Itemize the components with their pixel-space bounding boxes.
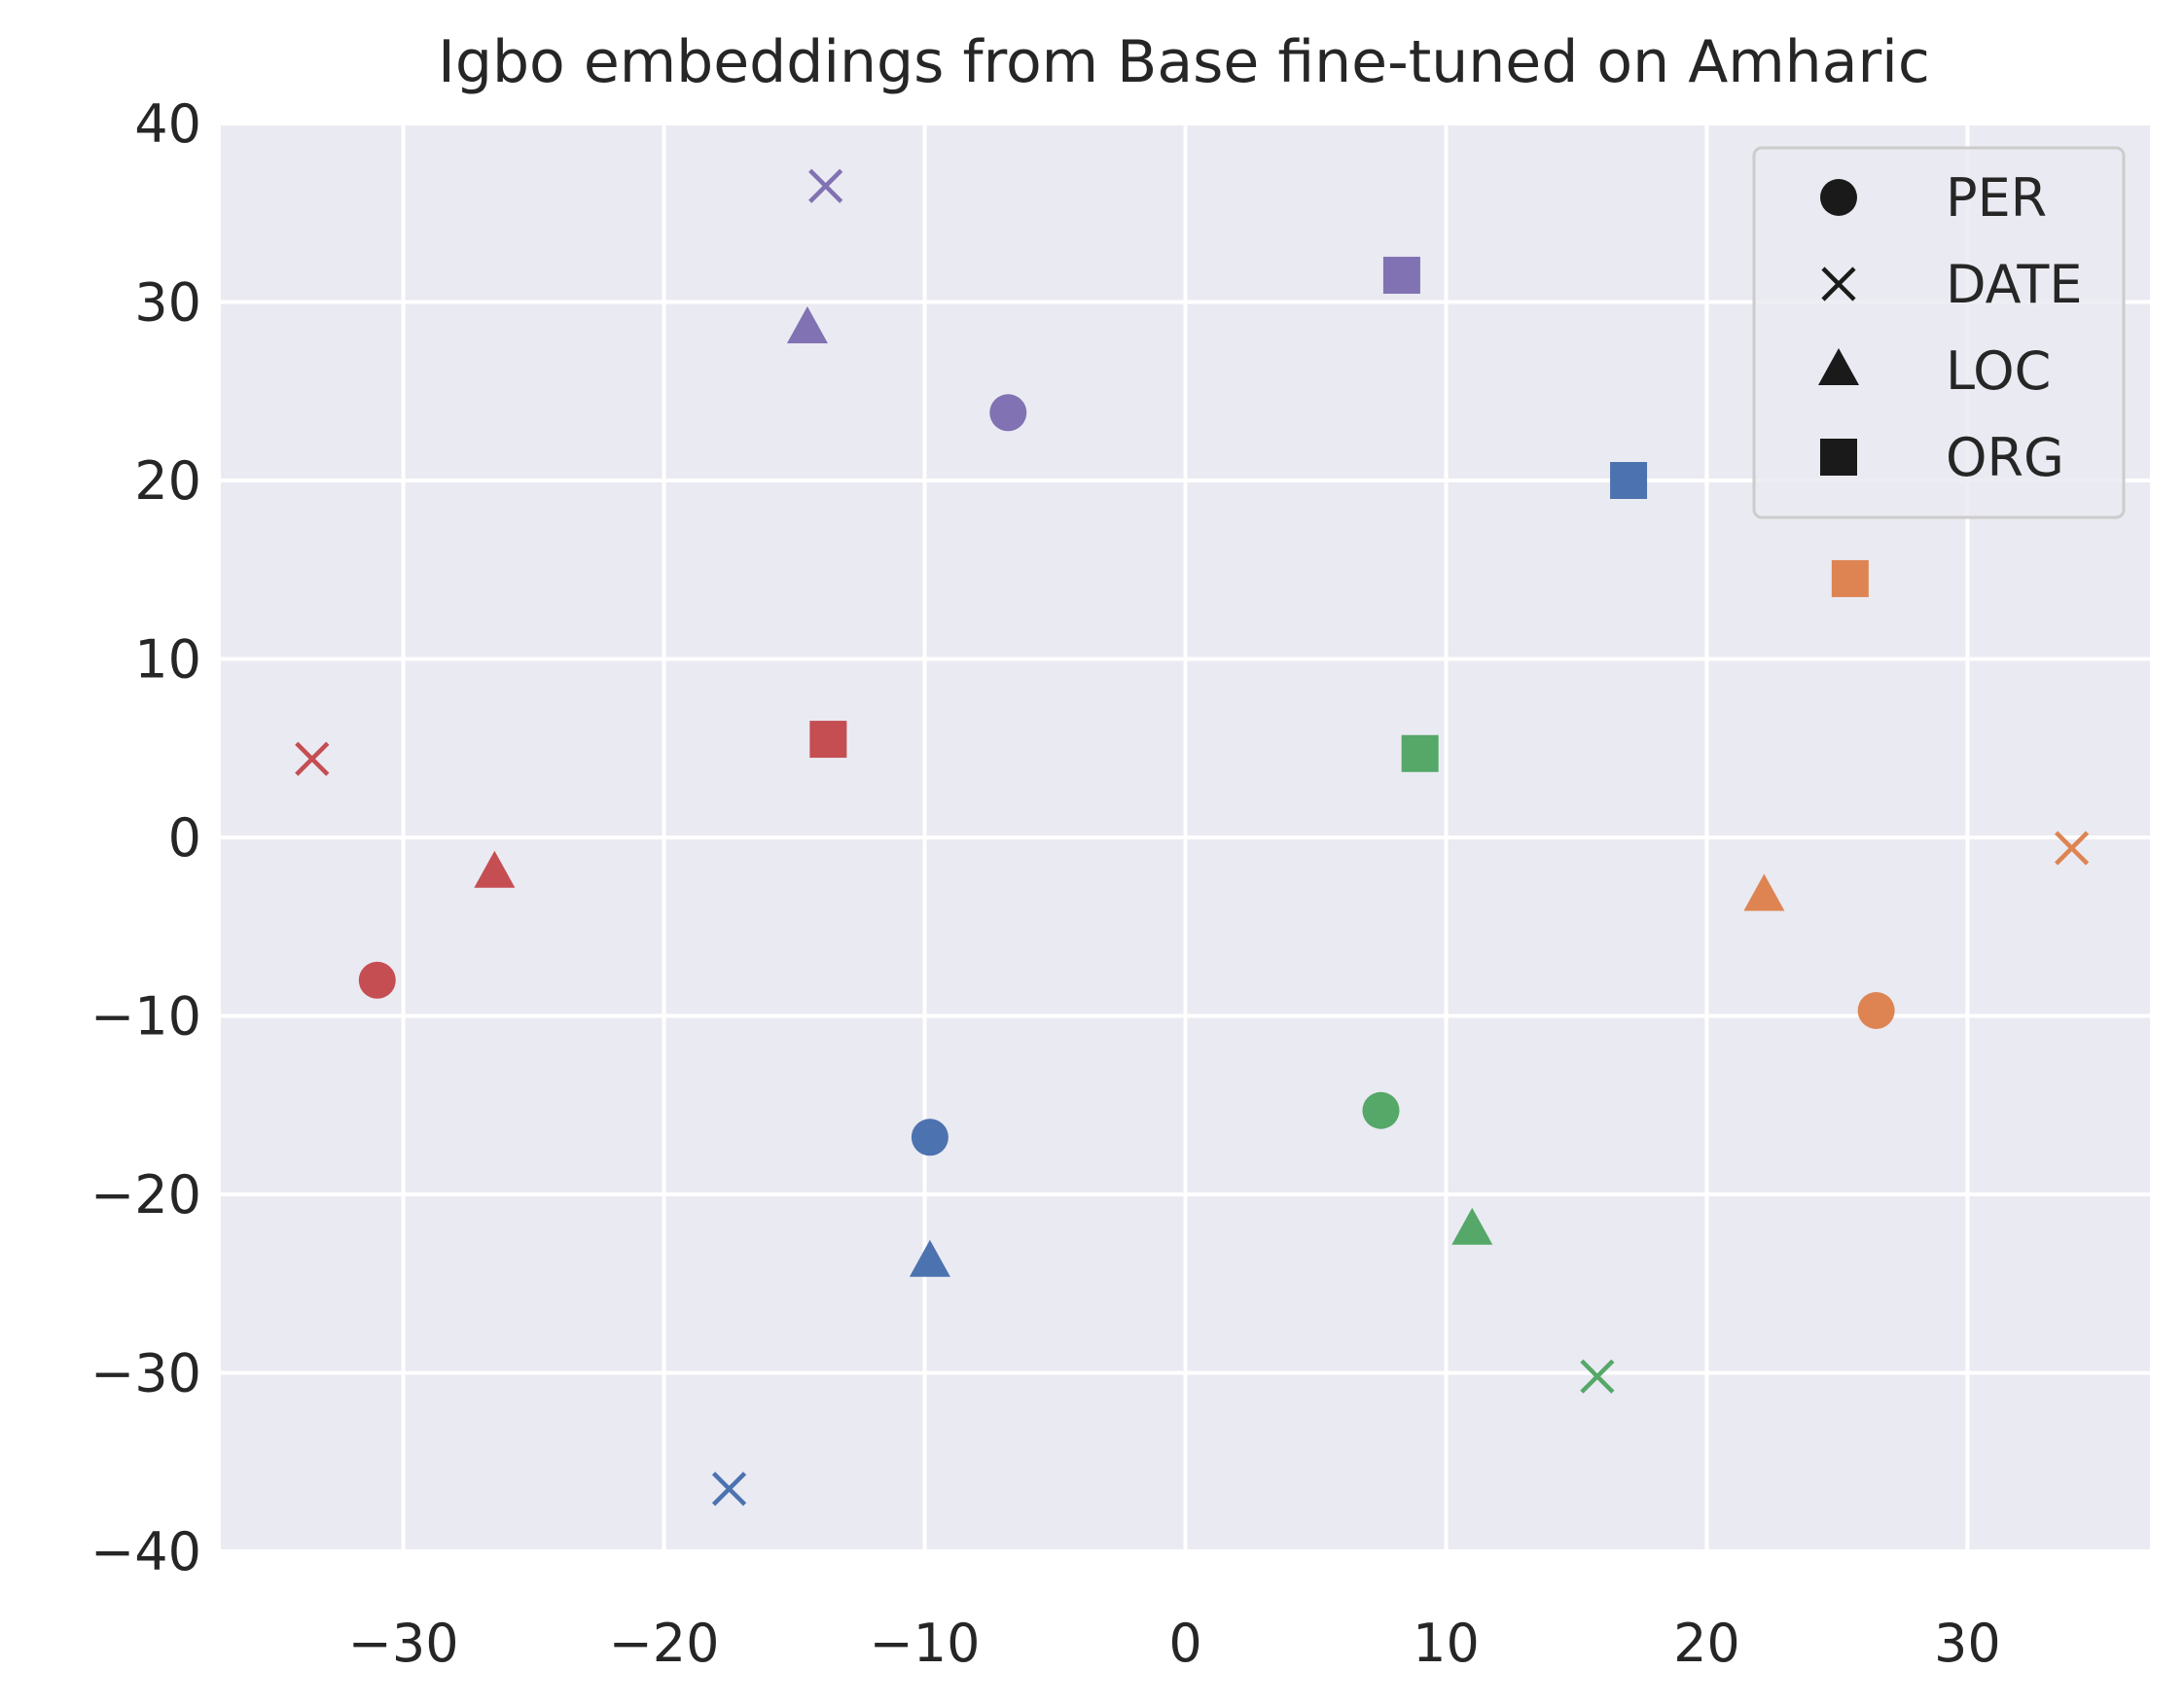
legend-label: PER	[1946, 167, 2047, 229]
legend-label: LOC	[1946, 340, 2051, 402]
x-tick-label: −30	[348, 1613, 459, 1674]
y-tick-label: 10	[134, 629, 201, 691]
point-triangle	[1743, 873, 1785, 911]
point-square	[1401, 734, 1439, 772]
legend: PER DATE LOC ORG	[1752, 146, 2126, 519]
y-tick-label: −20	[90, 1164, 201, 1225]
point-circle	[1857, 991, 1895, 1029]
y-tick-label: −40	[90, 1521, 201, 1582]
point-triangle	[474, 850, 516, 888]
x-tick-label: −20	[609, 1613, 720, 1674]
legend-marker-square	[1820, 439, 1857, 476]
x-tick-label: −10	[870, 1613, 981, 1674]
chart-title: Igbo embeddings from Base fine-tuned on …	[438, 28, 1930, 96]
legend-marker-triangle	[1818, 348, 1859, 385]
point-circle	[911, 1119, 949, 1156]
x-tick-label: 20	[1673, 1613, 1740, 1674]
point-x	[295, 741, 330, 776]
point-x	[711, 1472, 747, 1507]
point-square	[809, 721, 847, 759]
tick-labels: −30 −20 −10 0 10 20 30 40 30 20 10 0 −10 −20 −30 −40	[90, 93, 2001, 1674]
y-tick-label: −10	[90, 986, 201, 1048]
point-x	[1580, 1359, 1615, 1394]
point-circle	[358, 961, 396, 999]
legend-marker-circle	[1820, 179, 1857, 216]
point-square	[1610, 462, 1648, 499]
point-square	[1382, 256, 1420, 294]
legend-label: DATE	[1946, 254, 2082, 315]
x-tick-label: 0	[1168, 1613, 1201, 1674]
point-triangle	[1451, 1207, 1493, 1245]
point-triangle	[786, 306, 828, 344]
point-triangle	[909, 1239, 950, 1277]
point-square	[1831, 559, 1869, 597]
legend-label: ORG	[1946, 427, 2064, 488]
y-tick-label: −30	[90, 1343, 201, 1404]
x-tick-label: 10	[1413, 1613, 1480, 1674]
legend-marker-x	[1821, 266, 1856, 302]
point-x	[808, 168, 843, 203]
point-circle	[989, 394, 1027, 432]
y-tick-label: 0	[168, 807, 201, 869]
y-tick-label: 30	[134, 272, 201, 334]
data-points	[295, 168, 2090, 1507]
y-tick-label: 20	[134, 450, 201, 512]
legend-box	[1752, 146, 2126, 519]
point-x	[2055, 831, 2090, 866]
y-tick-label: 40	[134, 93, 201, 155]
x-tick-label: 30	[1934, 1613, 2001, 1674]
point-circle	[1362, 1091, 1400, 1129]
